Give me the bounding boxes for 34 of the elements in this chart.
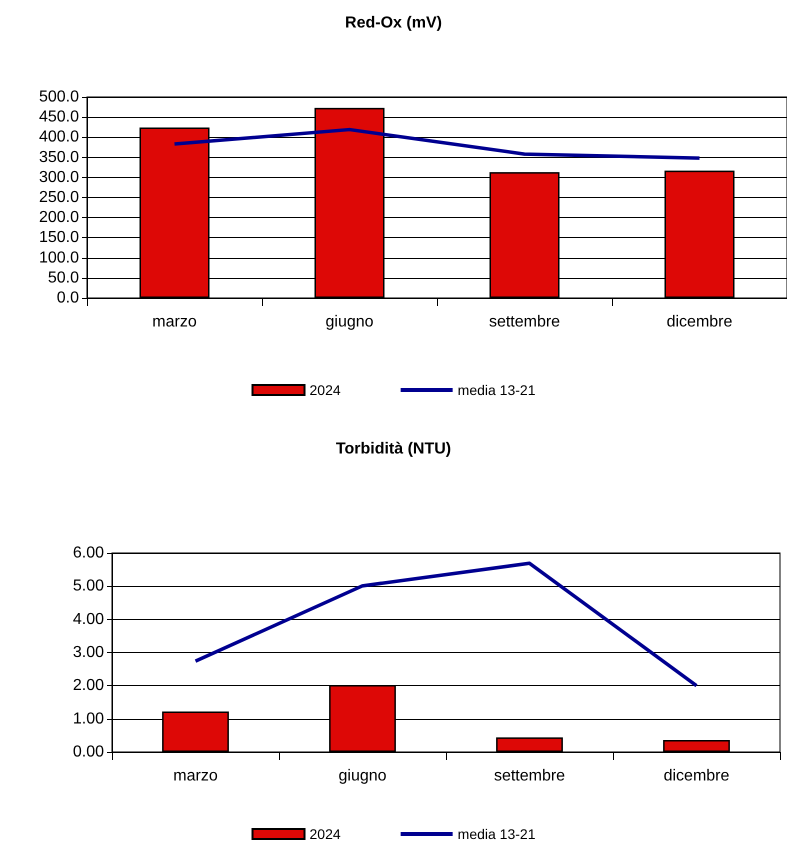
y-tick-label: 200.0 [38, 209, 80, 226]
legend-label: media 13-21 [458, 826, 536, 842]
y-tick-label: 6.00 [72, 544, 104, 562]
x-tick-label: giugno [338, 768, 387, 784]
x-tick-label: dicembre [664, 768, 730, 784]
y-tick-label: 0.00 [72, 744, 104, 760]
y-tick-label: 2.00 [72, 677, 104, 694]
legend-label: 2024 [310, 826, 341, 842]
y-tick-label: 400.0 [38, 128, 80, 146]
y-tick-label: 100.0 [38, 249, 80, 266]
x-tick-label: marzo [152, 314, 197, 330]
x-tick-label: settembre [488, 314, 560, 330]
legend-label: 2024 [310, 382, 341, 398]
y-tick-label: 5.00 [72, 578, 104, 595]
x-tick-label: marzo [173, 768, 218, 784]
y-tick-label: 50.0 [48, 269, 80, 286]
y-tick-label: 4.00 [72, 610, 104, 628]
y-tick-label: 250.0 [38, 189, 80, 206]
y-tick-label: 3.00 [72, 644, 104, 661]
chart-title: Torbidità (NTU) [336, 440, 452, 458]
y-tick-label: 500.0 [38, 88, 80, 106]
y-tick-label: 1.00 [72, 710, 104, 728]
line-series [194, 562, 698, 688]
y-tick-label: 300.0 [38, 168, 80, 186]
y-tick-label: 450.0 [38, 108, 80, 126]
x-tick-label: dicembre [666, 314, 732, 330]
chart-title: Red-Ox (mV) [345, 14, 442, 32]
y-tick-label: 0.0 [56, 290, 80, 306]
x-tick-label: giugno [325, 314, 374, 330]
legend-label: media 13-21 [458, 382, 536, 398]
y-tick-label: 150.0 [38, 229, 80, 246]
x-tick-label: settembre [494, 768, 566, 784]
line-series [172, 128, 702, 160]
y-tick-label: 350.0 [38, 148, 80, 166]
